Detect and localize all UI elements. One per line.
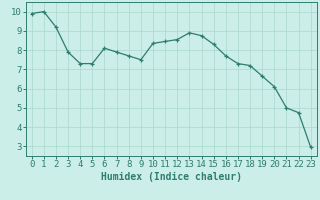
X-axis label: Humidex (Indice chaleur): Humidex (Indice chaleur) — [101, 172, 242, 182]
